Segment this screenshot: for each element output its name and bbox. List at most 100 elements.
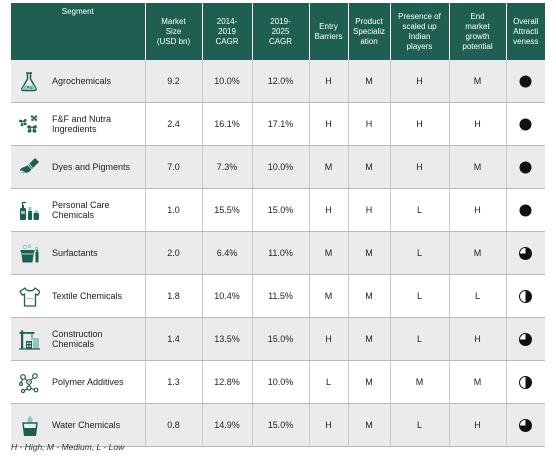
- end-market-growth-cell: M: [449, 231, 507, 275]
- table-row: Surfactants 2.0 6.4% 11.0% M M L M: [11, 231, 545, 275]
- segment-name: Agrochemicals: [52, 76, 112, 86]
- scaled-indian-players-cell: H: [390, 102, 450, 146]
- market-size-cell: 7.0: [145, 145, 203, 189]
- product-specialization-cell: H: [348, 102, 391, 146]
- entry-barriers-cell: H: [309, 317, 349, 361]
- overall-attractiveness-cell: [506, 317, 545, 361]
- overall-attractiveness-cell: [506, 403, 545, 447]
- water-glass-icon: [22, 415, 38, 436]
- cagr-2019-2025-cell: 10.0%: [252, 360, 310, 404]
- product-specialization-cell: M: [348, 231, 391, 275]
- header-overall-attractiveness: Overall Attracti veness: [506, 3, 545, 60]
- scaled-indian-players-cell: M: [390, 360, 450, 404]
- cagr-2019-2025-cell: 10.0%: [252, 145, 310, 189]
- tshirt-icon: [19, 287, 40, 307]
- flowers-icon: [19, 115, 38, 133]
- table-row: Construction Chemicals 1.4 13.5% 15.0% H M L H: [11, 317, 545, 361]
- segment-name: Dyes and Pigments: [52, 162, 131, 172]
- product-specialization-cell: M: [348, 274, 391, 318]
- cagr-2014-2019-cell: 12.8%: [202, 360, 253, 404]
- overall-attractiveness-cell: [506, 102, 545, 146]
- product-specialization-cell: H: [348, 188, 391, 232]
- segment-cell: Textile Chemicals: [11, 274, 146, 318]
- end-market-growth-cell: M: [449, 360, 507, 404]
- table-row: Agrochemicals 9.2 10.0% 12.0% H M H M: [11, 60, 545, 103]
- header-cagr-2014-2019: 2014- 2019 CAGR: [202, 3, 253, 60]
- flask-icon: [21, 72, 37, 92]
- cagr-2019-2025-cell: 15.0%: [252, 403, 310, 447]
- cagr-2019-2025-cell: 11.5%: [252, 274, 310, 318]
- paintbrush-icon: [20, 158, 39, 174]
- table-row: Dyes and Pigments 7.0 7.3% 10.0% M M H M: [11, 145, 545, 189]
- segment-cell: F&F and Nutra Ingredients: [11, 102, 146, 146]
- scaled-indian-players-cell: L: [390, 317, 450, 361]
- market-size-cell: 1.4: [145, 317, 203, 361]
- end-market-growth-cell: H: [449, 403, 507, 447]
- scaled-indian-players-cell: L: [390, 188, 450, 232]
- entry-barriers-cell: H: [309, 102, 349, 146]
- product-specialization-cell: M: [348, 60, 391, 103]
- product-specialization-cell: M: [348, 403, 391, 447]
- scaled-indian-players-cell: H: [390, 60, 450, 103]
- overall-attractiveness-cell: [506, 188, 545, 232]
- scaled-indian-players-cell: L: [390, 403, 450, 447]
- segment-cell: Construction Chemicals: [11, 317, 146, 361]
- cosmetics-bottles-icon: [20, 201, 39, 220]
- harvey-ball-icon: [519, 75, 532, 87]
- cagr-2019-2025-cell: 11.0%: [252, 231, 310, 275]
- segment-name: Surfactants: [52, 248, 98, 258]
- header-cagr-2019-2025: 2019- 2025 CAGR: [252, 3, 310, 60]
- header-segment: Segment: [11, 3, 146, 60]
- table-row: Water Chemicals 0.8 14.9% 15.0% H M L H: [11, 403, 545, 447]
- end-market-growth-cell: L: [449, 274, 507, 318]
- market-size-cell: 9.2: [145, 60, 203, 103]
- cagr-2014-2019-cell: 14.9%: [202, 403, 253, 447]
- entry-barriers-cell: M: [309, 231, 349, 275]
- overall-attractiveness-cell: [506, 231, 545, 275]
- segment-cell: Polymer Additives: [11, 360, 146, 404]
- header-product-specialization: Product Specializ ation: [348, 3, 391, 60]
- market-size-cell: 2.0: [145, 231, 203, 275]
- segment-cell: Water Chemicals: [11, 403, 146, 447]
- end-market-growth-cell: H: [449, 317, 507, 361]
- segment-name: Polymer Additives: [52, 377, 124, 387]
- entry-barriers-cell: H: [309, 188, 349, 232]
- market-size-cell: 1.0: [145, 188, 203, 232]
- harvey-ball-icon: [519, 289, 533, 303]
- market-size-cell: 0.8: [145, 403, 203, 447]
- segment-attractiveness-table: Segment Market Size (USD bn) 2014- 2019 …: [11, 3, 545, 447]
- overall-attractiveness-cell: [506, 274, 545, 318]
- table-row: F&F and Nutra Ingredients 2.4 16.1% 17.1% H H…: [11, 102, 545, 146]
- segment-name: Construction Chemicals: [52, 329, 103, 349]
- overall-attractiveness-cell: [506, 360, 545, 404]
- segment-name: Textile Chemicals: [52, 291, 123, 301]
- header-scaled-indian-players: Presence of scaled up Indian players: [390, 3, 450, 60]
- cagr-2019-2025-cell: 17.1%: [252, 102, 310, 146]
- scaled-indian-players-cell: L: [390, 274, 450, 318]
- cleaning-bucket-icon: [20, 244, 39, 263]
- table-row: Polymer Additives 1.3 12.8% 10.0% L M M M: [11, 360, 545, 404]
- segment-name: F&F and Nutra Ingredients: [52, 114, 112, 134]
- entry-barriers-cell: M: [309, 145, 349, 189]
- end-market-growth-cell: H: [449, 102, 507, 146]
- harvey-ball-icon: [519, 161, 532, 173]
- product-specialization-cell: M: [348, 360, 391, 404]
- segment-cell: Agrochemicals: [11, 60, 146, 103]
- end-market-growth-cell: M: [449, 145, 507, 189]
- cagr-2014-2019-cell: 15.5%: [202, 188, 253, 232]
- table-header-row: Segment Market Size (USD bn) 2014- 2019 …: [11, 3, 545, 60]
- cagr-2014-2019-cell: 10.4%: [202, 274, 253, 318]
- legend-footnote: H - High, M - Medium, L - Low: [11, 442, 125, 452]
- harvey-ball-icon: [519, 246, 533, 260]
- segment-name: Water Chemicals: [52, 420, 121, 430]
- construction-crane-icon: [19, 330, 40, 350]
- product-specialization-cell: M: [348, 145, 391, 189]
- harvey-ball-icon: [519, 204, 532, 216]
- header-entry-barriers: Entry Barriers: [309, 3, 349, 60]
- market-size-cell: 1.3: [145, 360, 203, 404]
- end-market-growth-cell: H: [449, 188, 507, 232]
- table-row: Textile Chemicals 1.8 10.4% 11.5% M M L L: [11, 274, 545, 318]
- cagr-2014-2019-cell: 10.0%: [202, 60, 253, 103]
- segment-cell: Surfactants: [11, 231, 146, 275]
- harvey-ball-icon: [519, 375, 533, 389]
